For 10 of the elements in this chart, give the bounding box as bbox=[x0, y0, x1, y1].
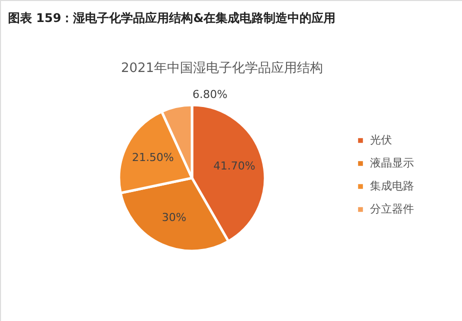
chart-subtitle: 2021年中国湿电子化学品应用结构 bbox=[120, 60, 324, 76]
data-label: 41.70% bbox=[213, 160, 256, 173]
legend-label: 集成电路 bbox=[370, 180, 414, 192]
legend-label: 液晶显示 bbox=[370, 156, 414, 170]
legend-label: 光伏 bbox=[370, 134, 392, 146]
data-label: 30% bbox=[162, 210, 186, 224]
data-label: 21.50% bbox=[132, 151, 174, 164]
chart-title: 图表 159：湿电子化学品应用结构&在集成电路制造中的应用 bbox=[8, 11, 336, 25]
data-label: 6.80% bbox=[192, 88, 228, 101]
legend-label: 分立器件 bbox=[370, 202, 414, 216]
